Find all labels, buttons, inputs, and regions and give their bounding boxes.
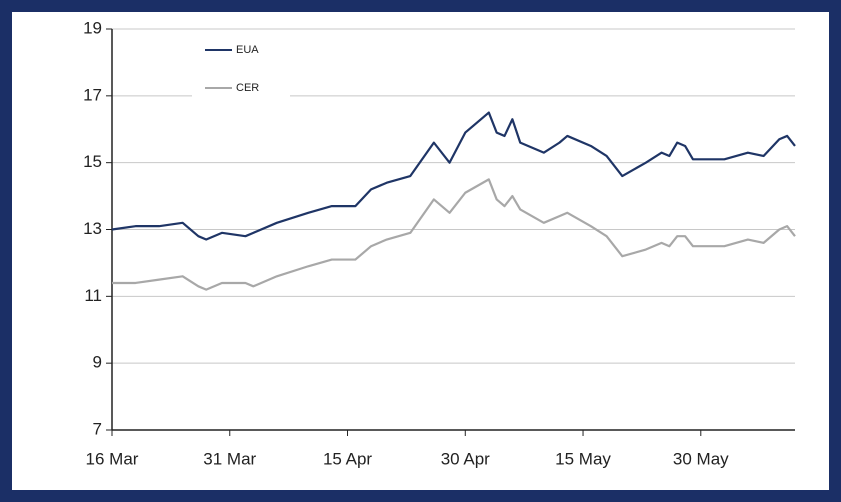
- panel: [12, 12, 829, 490]
- x-tick-label: 15 Apr: [323, 449, 372, 468]
- x-tick-label: 31 Mar: [203, 449, 256, 468]
- x-tick-label: 30 May: [673, 449, 729, 468]
- series-line: [112, 178, 796, 291]
- y-tick-label: 13: [83, 219, 102, 238]
- y-tick-label: 7: [93, 419, 102, 438]
- y-tick-label: 11: [84, 286, 102, 305]
- y-tick-label: 15: [83, 152, 102, 171]
- y-tick-label: 19: [83, 18, 102, 37]
- x-tick-label: 16 Mar: [86, 449, 139, 468]
- legend-box: [192, 38, 290, 102]
- series-line: [111, 111, 796, 241]
- x-tick-label: 30 Apr: [441, 449, 490, 468]
- y-tick-label: 9: [93, 353, 102, 372]
- y-tick-label: 17: [83, 85, 102, 104]
- legend-label: CER: [236, 82, 259, 94]
- legend-label: EUA: [236, 44, 259, 56]
- x-tick-label: 15 May: [555, 449, 611, 468]
